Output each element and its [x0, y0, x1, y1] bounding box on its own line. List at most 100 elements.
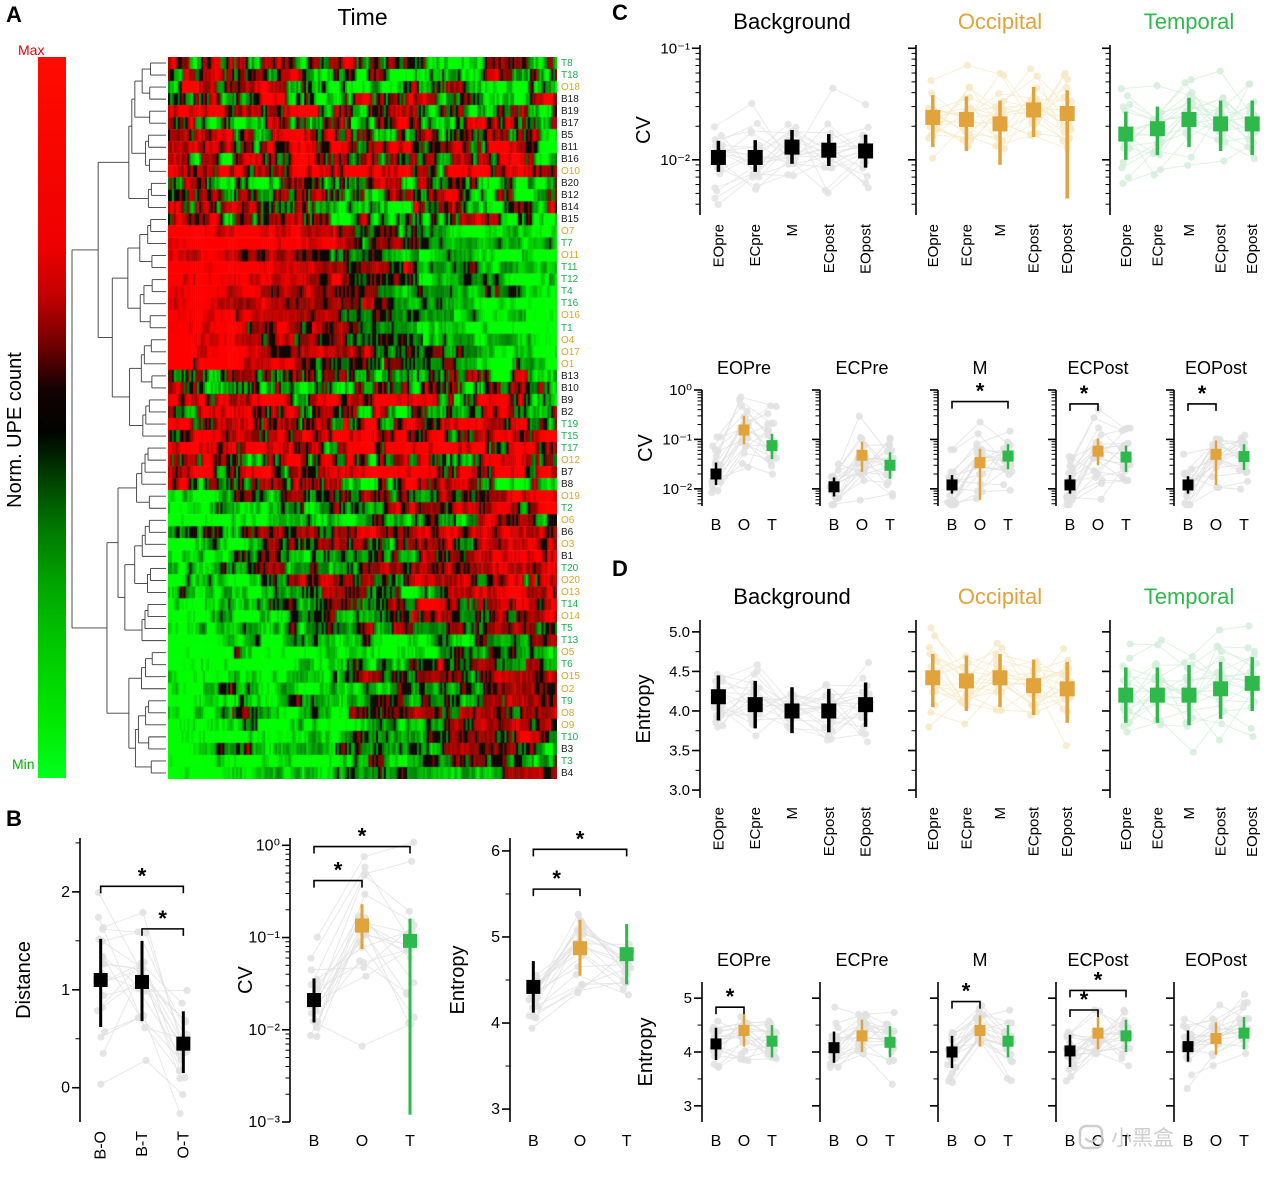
svg-text:10⁻²: 10⁻² — [660, 152, 690, 169]
svg-text:4.0: 4.0 — [669, 703, 690, 720]
b_entropy-chart: 3 4 5 6 Entropy * * B O T — [447, 826, 635, 1150]
watermark: 小黑盒 — [1078, 1122, 1174, 1152]
svg-text:*: * — [552, 866, 561, 891]
svg-text:ECPost: ECPost — [1067, 950, 1128, 970]
svg-text:O: O — [738, 517, 750, 534]
svg-text:O: O — [974, 517, 986, 534]
svg-text:5.0: 5.0 — [669, 624, 690, 641]
svg-text:EOpre: EOpre — [710, 807, 727, 850]
heatmap-row-label: O7 — [561, 226, 575, 238]
svg-text:O: O — [574, 1133, 586, 1150]
svg-text:Occipital: Occipital — [958, 9, 1042, 34]
heatmap-row-label: T8 — [561, 57, 573, 69]
svg-text:6: 6 — [491, 843, 500, 860]
heatmap-row-label: T2 — [561, 503, 573, 515]
panel-label-a: A — [6, 2, 22, 27]
svg-text:B: B — [829, 517, 840, 534]
svg-text:*: * — [1198, 381, 1207, 406]
svg-text:EOpre: EOpre — [710, 224, 727, 267]
heatmap-row-label: B6 — [561, 527, 574, 539]
svg-text:10⁻¹: 10⁻¹ — [248, 930, 280, 947]
svg-text:M: M — [973, 950, 988, 970]
svg-text:ECpost: ECpost — [821, 806, 838, 856]
heatmap-row-label: O15 — [561, 671, 580, 683]
heatmap-row-label: B3 — [561, 743, 574, 755]
c1_occipital-chart: Occipital EOpre ECpre M ECpost EOpost — [908, 9, 1076, 274]
heatmap-row-label: B1 — [561, 551, 574, 563]
heatmap-row-label: B16 — [561, 154, 579, 166]
heatmap-row-label: O10 — [561, 166, 580, 178]
svg-text:10⁻³: 10⁻³ — [248, 1114, 280, 1131]
svg-text:10⁰: 10⁰ — [669, 382, 692, 399]
svg-text:B: B — [309, 1133, 320, 1150]
svg-text:T: T — [767, 1133, 777, 1150]
svg-text:ECPre: ECPre — [835, 358, 888, 378]
heatmap-row-label: O13 — [561, 587, 580, 599]
heatmap-row-label: T1 — [561, 322, 573, 334]
svg-text:ECpre: ECpre — [1149, 807, 1166, 850]
svg-text:O: O — [738, 1133, 750, 1150]
svg-text:3: 3 — [491, 1101, 500, 1118]
svg-text:*: * — [576, 826, 585, 851]
svg-text:EOpost: EOpost — [1059, 806, 1076, 857]
heatmap-row-label: B19 — [561, 105, 579, 117]
svg-text:*: * — [138, 863, 147, 888]
svg-text:T: T — [767, 517, 777, 534]
svg-text:4: 4 — [491, 1015, 500, 1032]
c2_ecpre-chart: ECPre B O T — [812, 358, 897, 534]
svg-text:O-T: O-T — [175, 1131, 192, 1159]
svg-text:T: T — [1003, 1133, 1013, 1150]
svg-text:Distance: Distance — [13, 941, 35, 1019]
heatmap-row-label: O8 — [561, 707, 575, 719]
svg-text:B: B — [947, 517, 958, 534]
svg-text:T: T — [1003, 517, 1013, 534]
svg-text:*: * — [1094, 967, 1103, 992]
svg-text:10⁻¹: 10⁻¹ — [662, 431, 692, 448]
svg-text:ECpost: ECpost — [1026, 223, 1043, 273]
svg-text:T: T — [1239, 517, 1249, 534]
svg-text:B: B — [528, 1133, 539, 1150]
svg-text:*: * — [1080, 987, 1089, 1012]
heatmap-row-label: T3 — [561, 755, 573, 767]
d2_ecpost-chart: ECPost**B O T — [1048, 950, 1135, 1150]
heatmap-row-label: T18 — [561, 69, 579, 81]
d2_eopost-chart: EOPost B O T — [1166, 950, 1253, 1150]
svg-text:4.5: 4.5 — [669, 663, 690, 680]
svg-text:M: M — [973, 358, 988, 378]
dendrogram — [71, 62, 166, 774]
heatmap-row-label: O6 — [561, 515, 575, 527]
svg-text:ECPre: ECPre — [835, 950, 888, 970]
heatmap-row-label: B13 — [561, 370, 579, 382]
heatmap-row-label: B4 — [561, 767, 574, 779]
heatmap-row-label: T16 — [561, 298, 579, 310]
heatmap-row-label: B15 — [561, 214, 579, 226]
heatmap-row-label: O17 — [561, 346, 580, 358]
svg-text:B: B — [1065, 517, 1076, 534]
svg-text:B: B — [1183, 517, 1194, 534]
heatmap-row-label: T6 — [561, 659, 573, 671]
svg-text:Occipital: Occipital — [958, 584, 1042, 609]
d2_eopre-chart: 3 4 5 Entropy EOPre * B O T — [635, 950, 780, 1150]
heatmap-row-label: T11 — [561, 262, 578, 274]
svg-text:10⁻²: 10⁻² — [248, 1022, 280, 1039]
d1_temporal-chart: Temporal EOpre ECpre M ECpost EOpost — [1102, 584, 1261, 857]
svg-text:ECpre: ECpre — [747, 224, 764, 267]
c2_m-chart: M* B O T — [930, 358, 1016, 534]
svg-text:EOpre: EOpre — [1118, 224, 1135, 267]
heatmap-row-label: O11 — [561, 250, 580, 262]
svg-text:T: T — [1121, 1133, 1131, 1150]
panel-label-d: D — [612, 556, 628, 581]
b_distance-chart: 0 1 2 Distance * * B-O B-T O-T — [13, 838, 192, 1159]
svg-text:EOpost: EOpost — [1244, 223, 1261, 274]
upe-heatmap — [168, 57, 557, 779]
svg-text:*: * — [962, 979, 971, 1004]
svg-text:3.0: 3.0 — [669, 782, 690, 799]
heatmap-row-label: O12 — [561, 454, 580, 466]
svg-text:ECpost: ECpost — [1213, 806, 1230, 856]
svg-text:5: 5 — [684, 990, 692, 1007]
svg-text:EOpre: EOpre — [925, 807, 942, 850]
svg-text:EOpost: EOpost — [858, 223, 875, 274]
svg-text:T: T — [622, 1133, 632, 1150]
svg-text:Background: Background — [733, 9, 850, 34]
svg-text:1: 1 — [61, 982, 70, 999]
